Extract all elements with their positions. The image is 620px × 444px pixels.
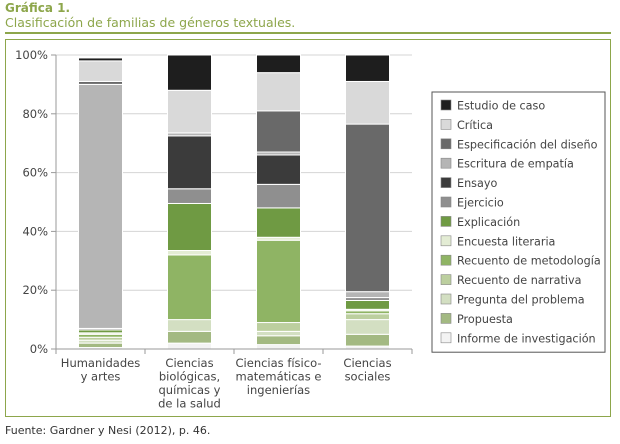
- bar-segment: [78, 60, 123, 82]
- bar-segment: [167, 89, 212, 134]
- bar-segment: [256, 330, 301, 337]
- bar-segment: [345, 54, 390, 82]
- x-tick-label: Ciencias sociales: [343, 356, 391, 384]
- bar-segment: [256, 239, 301, 324]
- x-tick-label: Ciencias físico-matemáticas e ingenierías: [236, 356, 322, 397]
- x-tick-label-line: de la salud: [158, 397, 221, 411]
- legend-swatch: [440, 216, 452, 227]
- x-tick-label-line: químicas y: [158, 383, 220, 397]
- bar-segment: [345, 291, 390, 299]
- legend-swatch: [440, 138, 452, 150]
- x-tick-label: Ciencias biológicas, químicas y de la salud: [158, 356, 221, 411]
- x-tick-label-line: Ciencias físico-: [236, 356, 322, 370]
- legend-swatch: [440, 196, 452, 208]
- bar-segment: [167, 250, 212, 256]
- bar-segment: [167, 202, 212, 252]
- bar-segment: [345, 333, 390, 347]
- bar-segment: [345, 80, 390, 125]
- legend-label: Recuento de metodología: [457, 255, 601, 268]
- legend-label: Informe de investigación: [457, 332, 596, 345]
- bar-segment: [256, 322, 301, 332]
- y-tick-label: 40%: [22, 224, 48, 238]
- x-tick-label-line: ingenierías: [247, 383, 310, 397]
- bar-segment: [345, 299, 390, 310]
- legend-swatch: [440, 119, 452, 130]
- bar-segment: [167, 135, 212, 190]
- figure-title: Clasificación de familias de géneros tex…: [5, 15, 296, 30]
- legend-label: Propuesta: [457, 313, 513, 326]
- x-tick-label-line: Ciencias: [165, 356, 213, 370]
- bar-segment: [78, 342, 123, 349]
- legend-label: Especificación del diseño: [457, 138, 598, 151]
- legend-label: Estudio de caso: [457, 100, 545, 113]
- x-tick-label-line: Ciencias: [343, 356, 391, 370]
- x-tick-label-line: Humanidades: [61, 356, 140, 370]
- bar-segment: [256, 54, 301, 74]
- bar-segment: [345, 313, 390, 321]
- legend-label: Crítica: [457, 119, 493, 132]
- legend-swatch: [440, 99, 452, 111]
- bar-segment: [256, 207, 301, 238]
- x-tick-label-line: y artes: [81, 370, 121, 384]
- legend-label: Ejercicio: [457, 197, 504, 210]
- y-tick-label: 20%: [22, 283, 48, 297]
- bar-segment: [167, 188, 212, 204]
- legend: Estudio de caso Crítica Especificación del…: [431, 91, 606, 353]
- legend-swatch: [440, 235, 452, 247]
- source-note: Fuente: Gardner y Nesi (2012), p. 46.: [5, 424, 211, 437]
- legend-swatch: [440, 274, 452, 285]
- legend-label: Recuento de narrativa: [457, 274, 581, 287]
- legend-swatch: [440, 293, 452, 305]
- bar-segment: [345, 123, 390, 293]
- bar-segment: [78, 83, 123, 329]
- legend-label: Encuesta literaria: [457, 235, 555, 248]
- bar-segment: [167, 330, 212, 344]
- y-tick-label: 0%: [30, 342, 48, 356]
- bars: [78, 54, 390, 350]
- y-tick-label: 80%: [22, 107, 48, 121]
- axes: 0% 20% 40% 60% 80% 100% Humanidades y artes Cien…: [15, 48, 413, 411]
- bar-segment: [256, 154, 301, 185]
- bar-segment: [256, 344, 301, 350]
- legend-box: [431, 91, 606, 353]
- bar-segment: [256, 335, 301, 346]
- x-tick-label-line: sociales: [345, 370, 391, 384]
- legend-swatch: [440, 313, 452, 324]
- x-tick-label: Humanidades y artes: [61, 356, 140, 384]
- legend-swatch: [440, 157, 452, 169]
- stacked-bar-chart: 0% 20% 40% 60% 80% 100% Humanidades y artes Cien…: [15, 48, 606, 411]
- legend-label: Explicación: [457, 216, 520, 229]
- chart-frame: 0% 20% 40% 60% 80% 100% Humanidades y artes Cien…: [5, 39, 611, 417]
- x-tick-label-line: matemáticas e: [236, 370, 322, 384]
- bar-segment: [256, 110, 301, 153]
- bar-segment: [167, 254, 212, 321]
- legend-swatch: [440, 332, 452, 344]
- bar-segment: [167, 54, 212, 91]
- legend-label: Escritura de empatía: [457, 158, 574, 171]
- bar-segment: [256, 72, 301, 112]
- figure-label: Gráfica 1.: [5, 1, 71, 15]
- bar-segment: [345, 319, 390, 335]
- x-tick-label-line: biológicas,: [159, 370, 220, 384]
- legend-label: Pregunta del problema: [457, 294, 585, 307]
- title-rule: [5, 32, 611, 34]
- legend-swatch: [440, 254, 452, 266]
- y-tick-label: 100%: [15, 48, 48, 62]
- bar-segment: [256, 183, 301, 209]
- bar-segment: [78, 57, 123, 62]
- bar-segment: [167, 319, 212, 332]
- y-tick-label: 60%: [22, 166, 48, 180]
- legend-swatch: [440, 177, 452, 188]
- legend-label: Ensayo: [457, 177, 497, 190]
- bar-segment: [167, 342, 212, 350]
